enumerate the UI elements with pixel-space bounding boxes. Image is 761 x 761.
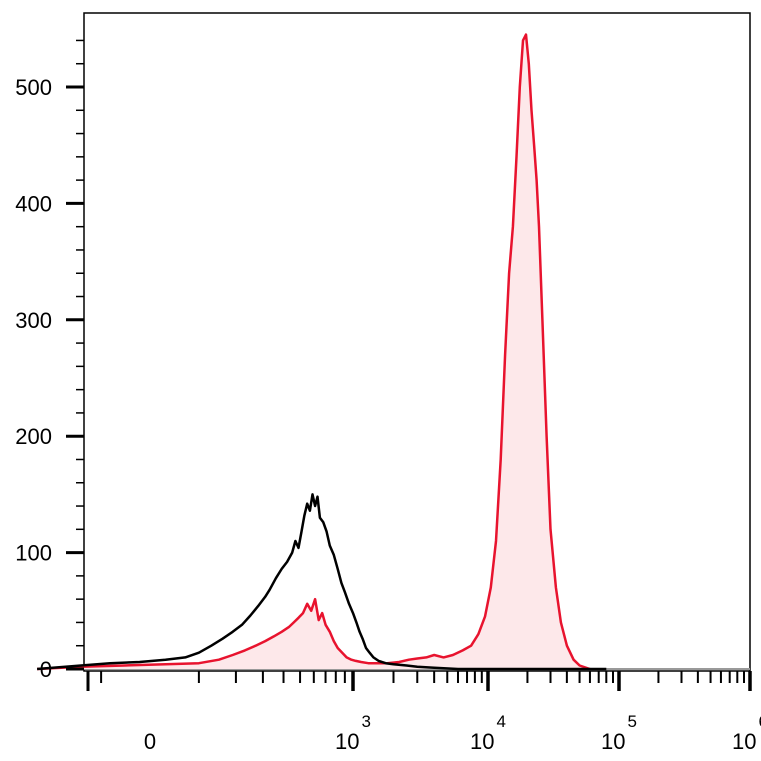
y-axis: 0 100 200 300 400 500 (15, 75, 84, 682)
y-minor-ticks (76, 39, 84, 647)
series-line (37, 33, 591, 671)
series-fill (37, 34, 590, 670)
x-tick-label: 104 (470, 712, 506, 754)
y-tick-label: 500 (15, 75, 52, 100)
y-tick-label: 400 (15, 191, 52, 216)
x-tick-label: 106 (732, 712, 761, 754)
x-minor-ticks (86, 671, 752, 691)
y-tick-label: 100 (15, 541, 52, 566)
x-tick-label: 0 (144, 729, 156, 754)
x-axis: 0 103 104 105 106 (144, 671, 761, 754)
plot-frame (83, 12, 751, 672)
y-tick-label: 300 (15, 308, 52, 333)
y-tick-label: 0 (40, 657, 52, 682)
series-line (37, 493, 607, 671)
y-tick-label: 200 (15, 424, 52, 449)
x-tick-label: 103 (335, 712, 371, 754)
x-tick-label: 105 (601, 712, 637, 754)
series-layer (37, 33, 607, 671)
